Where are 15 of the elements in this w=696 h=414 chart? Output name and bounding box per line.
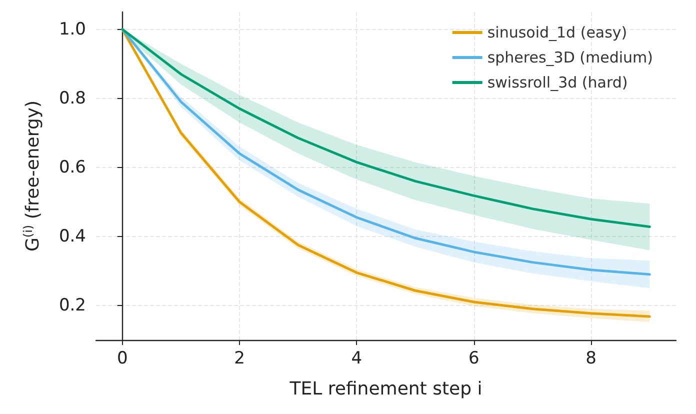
x-tick-label: 0: [116, 348, 128, 368]
legend-label: swissroll_3d (hard): [487, 74, 628, 92]
x-tick-label: 4: [351, 348, 362, 368]
legend-label: sinusoid_1d (easy): [487, 24, 628, 42]
y-axis-title: G(i) (free-energy): [21, 100, 44, 252]
x-tick-label: 6: [468, 348, 480, 368]
y-tick-label: 0.2: [58, 295, 86, 316]
y-tick-label: 0.6: [58, 157, 86, 178]
x-tick-label: 8: [586, 348, 596, 368]
y-tick-label: 1.0: [58, 19, 86, 40]
y-tick-label: 0.8: [58, 88, 86, 108]
y-tick-label: 0.4: [58, 226, 86, 246]
x-axis-title: TEL refinement step i: [288, 378, 482, 400]
x-tick-label: 2: [234, 348, 245, 368]
legend-label: spheres_3D (medium): [487, 48, 654, 66]
